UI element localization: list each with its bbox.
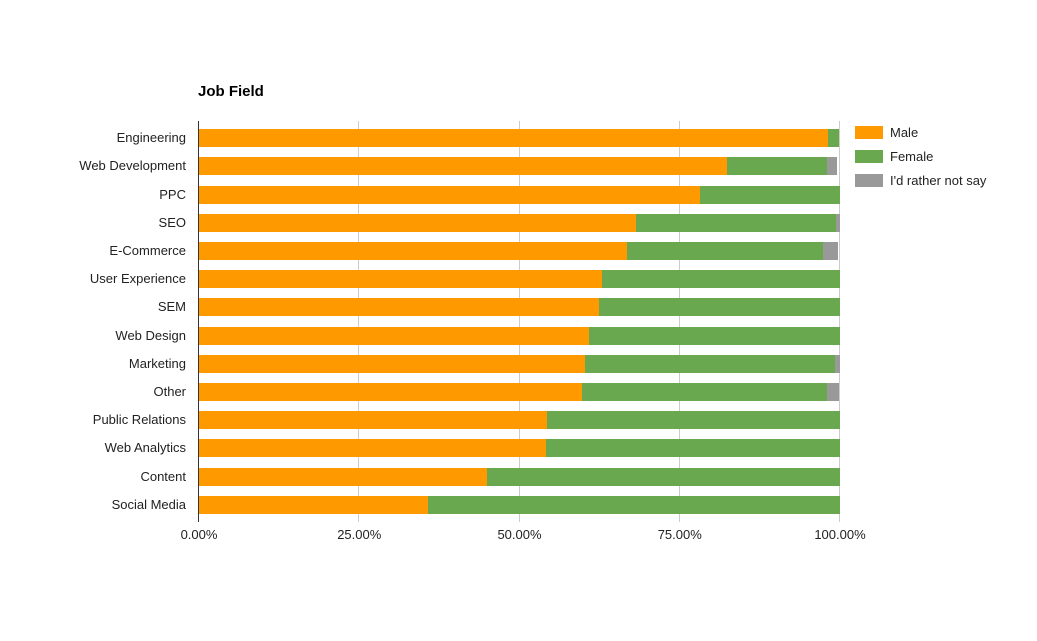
chart-title: Job Field (198, 83, 264, 100)
bar-segment-i-d-rather-not-say[interactable] (826, 383, 839, 401)
x-axis-tick-label: 100.00% (814, 527, 866, 542)
category-label-ppc: PPC (159, 187, 186, 202)
category-label-other: Other (153, 384, 186, 399)
bar-segment-i-d-rather-not-say[interactable] (835, 214, 840, 232)
category-label-social-media: Social Media (111, 497, 186, 512)
legend-label-male: Male (890, 125, 919, 140)
bar-segment-male[interactable] (199, 242, 628, 260)
bar-segment-female[interactable] (636, 214, 836, 232)
x-axis-tick-label: 25.00% (337, 527, 382, 542)
gridline (358, 121, 360, 522)
legend-label-i-d-rather-not-say: I'd rather not say (890, 173, 987, 188)
x-axis-tick-label: 50.00% (497, 527, 542, 542)
bar-segment-male[interactable] (199, 355, 585, 373)
bar-segment-male[interactable] (199, 327, 590, 345)
category-label-sem: SEM (157, 299, 186, 314)
category-label-public-relations: Public Relations (92, 412, 186, 427)
bar-segment-female[interactable] (726, 157, 827, 175)
bar-segment-female[interactable] (602, 270, 840, 288)
legend-swatch-female (855, 150, 883, 163)
bar-segment-female[interactable] (547, 411, 840, 429)
bar-segment-female[interactable] (545, 439, 840, 457)
legend-swatch-i-d-rather-not-say (855, 174, 883, 187)
bar-segment-female[interactable] (582, 383, 827, 401)
gridline (678, 121, 680, 522)
bar-segment-male[interactable] (199, 186, 701, 204)
bar-segment-female[interactable] (589, 327, 840, 345)
bar-segment-female[interactable] (627, 242, 824, 260)
y-axis-line (198, 121, 199, 522)
bar-segment-male[interactable] (199, 411, 548, 429)
bar-segment-female[interactable] (584, 355, 835, 373)
bar-segment-male[interactable] (199, 496, 428, 514)
bar-segment-i-d-rather-not-say[interactable] (826, 157, 838, 175)
bar-segment-male[interactable] (199, 129, 829, 147)
category-label-web-development: Web Development (79, 158, 186, 173)
category-label-web-design: Web Design (115, 328, 186, 343)
bar-segment-male[interactable] (199, 439, 546, 457)
bar-segment-female[interactable] (427, 496, 840, 514)
category-label-web-analytics: Web Analytics (104, 440, 186, 455)
legend-label-female: Female (890, 149, 934, 164)
category-label-content: Content (140, 469, 186, 484)
x-axis-tick-label: 0.00% (180, 527, 218, 542)
category-label-user-experience: User Experience (89, 271, 186, 286)
legend-swatch-male (855, 126, 883, 139)
bar-segment-female[interactable] (487, 468, 840, 486)
bar-segment-i-d-rather-not-say[interactable] (823, 242, 839, 260)
bar-segment-male[interactable] (199, 157, 727, 175)
gridline (518, 121, 520, 522)
bar-segment-male[interactable] (199, 270, 603, 288)
bar-segment-female[interactable] (828, 129, 839, 147)
bar-segment-male[interactable] (199, 298, 599, 316)
bar-segment-male[interactable] (199, 214, 637, 232)
gridline (839, 121, 840, 522)
category-label-engineering: Engineering (116, 130, 186, 145)
x-axis-tick-label: 75.00% (657, 527, 702, 542)
category-label-marketing: Marketing (128, 356, 186, 371)
bar-segment-male[interactable] (199, 383, 583, 401)
category-label-e-commerce: E-Commerce (109, 243, 186, 258)
category-label-seo: SEO (158, 215, 186, 230)
bar-segment-female[interactable] (598, 298, 840, 316)
bar-segment-female[interactable] (700, 186, 840, 204)
bar-segment-i-d-rather-not-say[interactable] (834, 355, 840, 373)
bar-segment-male[interactable] (199, 468, 488, 486)
